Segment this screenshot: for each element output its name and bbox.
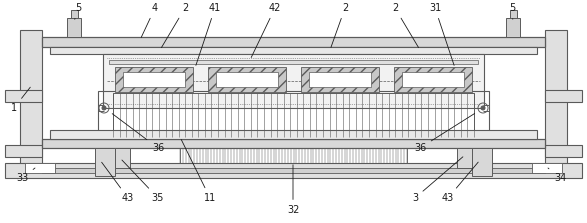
- Bar: [42, 37, 545, 47]
- Bar: [67, 18, 81, 37]
- Bar: [123, 72, 185, 87]
- Text: 42: 42: [251, 3, 281, 58]
- Bar: [113, 93, 474, 137]
- Bar: [532, 163, 562, 173]
- Circle shape: [102, 106, 106, 110]
- Bar: [208, 67, 286, 92]
- Bar: [309, 72, 371, 87]
- Bar: [50, 47, 537, 54]
- Bar: [103, 54, 484, 108]
- Bar: [42, 139, 545, 148]
- Bar: [25, 163, 55, 173]
- Text: 36: 36: [112, 114, 164, 153]
- Bar: [109, 60, 478, 64]
- Text: 2: 2: [331, 3, 348, 47]
- Bar: [115, 148, 130, 168]
- Text: 36: 36: [414, 114, 475, 153]
- Bar: [545, 145, 582, 157]
- Text: 34: 34: [548, 168, 566, 183]
- Bar: [545, 90, 582, 102]
- Text: 43: 43: [442, 162, 478, 203]
- Bar: [115, 67, 193, 92]
- Text: 2: 2: [161, 3, 188, 47]
- Text: 41: 41: [196, 3, 221, 65]
- Bar: [98, 91, 489, 139]
- Bar: [402, 72, 464, 87]
- Bar: [50, 130, 537, 139]
- Text: 2: 2: [392, 3, 419, 47]
- Bar: [71, 10, 78, 18]
- Text: 11: 11: [181, 140, 216, 203]
- Text: 4: 4: [141, 3, 158, 37]
- Text: 5: 5: [509, 3, 515, 19]
- Bar: [506, 18, 520, 37]
- Bar: [180, 148, 407, 163]
- Bar: [20, 30, 42, 170]
- Bar: [216, 72, 278, 87]
- Text: 43: 43: [102, 162, 134, 203]
- Bar: [5, 145, 42, 157]
- Bar: [95, 148, 115, 176]
- Text: 35: 35: [122, 160, 164, 203]
- Text: 1: 1: [11, 87, 31, 113]
- Bar: [510, 10, 517, 18]
- Circle shape: [481, 106, 485, 110]
- Bar: [42, 168, 545, 173]
- Bar: [301, 67, 379, 92]
- Bar: [5, 90, 42, 102]
- Bar: [5, 163, 582, 178]
- Bar: [394, 67, 472, 92]
- Bar: [472, 148, 492, 176]
- Text: 3: 3: [412, 157, 463, 203]
- Bar: [545, 30, 567, 170]
- Text: 32: 32: [287, 165, 299, 215]
- Text: 31: 31: [429, 3, 454, 65]
- Text: 33: 33: [16, 168, 35, 183]
- Text: 5: 5: [75, 3, 81, 19]
- Bar: [457, 148, 472, 168]
